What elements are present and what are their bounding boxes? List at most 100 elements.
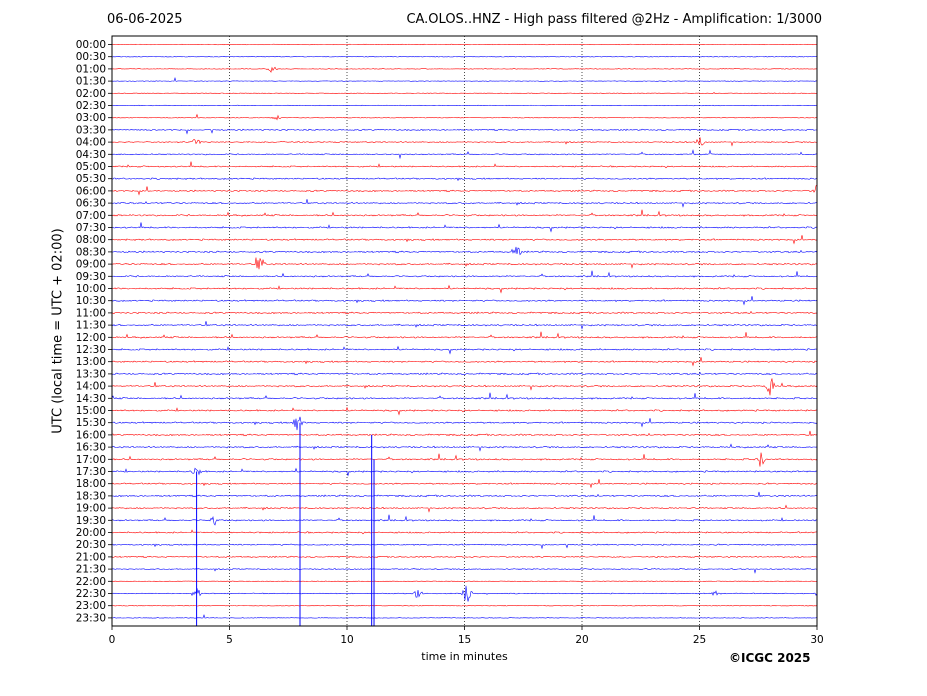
trace-0800: [111, 235, 818, 245]
trace-2200: [111, 580, 818, 582]
trace-0830: [111, 246, 818, 256]
date-label: 06-06-2025: [107, 12, 183, 27]
trace-2130: [111, 567, 818, 574]
y-tick-label: 01:00: [76, 63, 106, 75]
trace-0230: [111, 104, 818, 107]
trace-1230: [111, 345, 818, 355]
y-tick-label: 05:00: [76, 161, 106, 173]
trace-1330: [111, 371, 818, 376]
y-tick-label: 09:00: [76, 259, 106, 271]
chart-title: CA.OLOS..HNZ - High pass filtered @2Hz -…: [406, 12, 822, 27]
y-tick-label: 08:30: [76, 246, 106, 258]
y-tick-label: 21:00: [76, 551, 106, 563]
y-tick-label: 16:00: [76, 429, 106, 441]
y-tick-label: 02:30: [76, 100, 106, 112]
copyright-label: ©ICGC 2025: [729, 651, 811, 665]
trace-0330: [111, 128, 818, 135]
trace-0000: [111, 43, 818, 46]
trace-2030: [111, 543, 818, 550]
y-tick-label: 00:00: [76, 39, 106, 51]
x-tick-label: 15: [458, 634, 471, 646]
trace-0030: [111, 56, 817, 58]
y-tick-label: 21:30: [76, 564, 106, 576]
y-tick-label: 07:30: [76, 222, 106, 234]
trace-1900: [111, 504, 817, 513]
trace-0730: [111, 222, 818, 233]
y-tick-label: 06:30: [76, 198, 106, 210]
y-tick-label: 22:30: [76, 588, 106, 600]
y-tick-label: 11:30: [76, 320, 106, 332]
trace-1000: [111, 284, 818, 294]
y-tick-label: 10:30: [76, 295, 106, 307]
trace-0300: [111, 113, 818, 121]
x-axis-label: time in minutes: [421, 650, 508, 663]
trace-1130: [111, 321, 817, 330]
y-tick-label: 19:00: [76, 503, 106, 515]
y-tick-label: 15:00: [76, 405, 106, 417]
trace-0100: [111, 66, 818, 73]
y-tick-label: 06:00: [76, 185, 106, 197]
y-tick-label: 22:00: [76, 576, 106, 588]
trace-1830: [111, 491, 818, 498]
trace-2000: [111, 529, 817, 535]
trace-2230: [111, 585, 818, 602]
y-tick-label: 09:30: [76, 271, 106, 283]
y-tick-label: 07:00: [76, 210, 106, 222]
trace-1200: [111, 331, 818, 339]
x-tick-label: 0: [109, 634, 116, 646]
trace-1800: [111, 479, 818, 489]
trace-1700: [111, 452, 818, 467]
x-tick-label: 5: [226, 634, 233, 646]
trace-0700: [111, 209, 818, 217]
y-tick-label: 16:30: [76, 442, 106, 454]
trace-1530: [111, 416, 818, 431]
y-tick-label: 17:30: [76, 466, 106, 478]
trace-1730: [111, 467, 818, 477]
y-tick-label: 10:00: [76, 283, 106, 295]
trace-2330: [111, 614, 818, 619]
y-tick-label: 00:30: [76, 51, 106, 63]
y-tick-label: 12:30: [76, 344, 106, 356]
trace-1300: [111, 357, 817, 367]
y-tick-label: 14:00: [76, 381, 106, 393]
y-tick-label: 03:30: [76, 124, 106, 136]
trace-1930: [111, 514, 818, 526]
y-tick-label: 13:00: [76, 356, 106, 368]
trace-0400: [111, 137, 818, 147]
y-tick-label: 15:30: [76, 417, 106, 429]
trace-1100: [111, 310, 818, 315]
y-tick-label: 01:30: [76, 76, 106, 88]
y-tick-label: 04:00: [76, 137, 106, 149]
trace-0430: [111, 149, 818, 160]
trace-0130: [111, 76, 818, 82]
trace-0930: [111, 270, 817, 278]
trace-1600: [111, 430, 818, 437]
y-tick-label: 23:30: [76, 612, 106, 624]
y-tick-label: 20:30: [76, 539, 106, 551]
y-tick-label: 02:00: [76, 88, 106, 100]
trace-0630: [111, 199, 818, 208]
trace-0500: [111, 161, 818, 169]
y-tick-label: 20:00: [76, 527, 106, 539]
y-tick-label: 13:30: [76, 368, 106, 380]
trace-1400: [111, 378, 818, 396]
y-tick-label: 14:30: [76, 393, 106, 405]
x-tick-label: 30: [810, 634, 823, 646]
trace-0900: [111, 257, 818, 270]
y-tick-label: 08:00: [76, 234, 106, 246]
y-tick-label: 03:00: [76, 112, 106, 124]
x-tick-label: 10: [340, 634, 353, 646]
trace-1030: [111, 296, 818, 306]
trace-1630: [111, 443, 818, 452]
trace-1500: [111, 406, 818, 416]
y-tick-label: 17:00: [76, 454, 106, 466]
y-tick-label: 11:00: [76, 307, 106, 319]
trace-0200: [111, 91, 818, 94]
y-tick-label: 19:30: [76, 515, 106, 527]
x-tick-label: 25: [693, 634, 706, 646]
y-tick-label: 12:00: [76, 332, 106, 344]
trace-0600: [112, 184, 818, 196]
y-tick-label: 05:30: [76, 173, 106, 185]
trace-0530: [111, 177, 818, 182]
